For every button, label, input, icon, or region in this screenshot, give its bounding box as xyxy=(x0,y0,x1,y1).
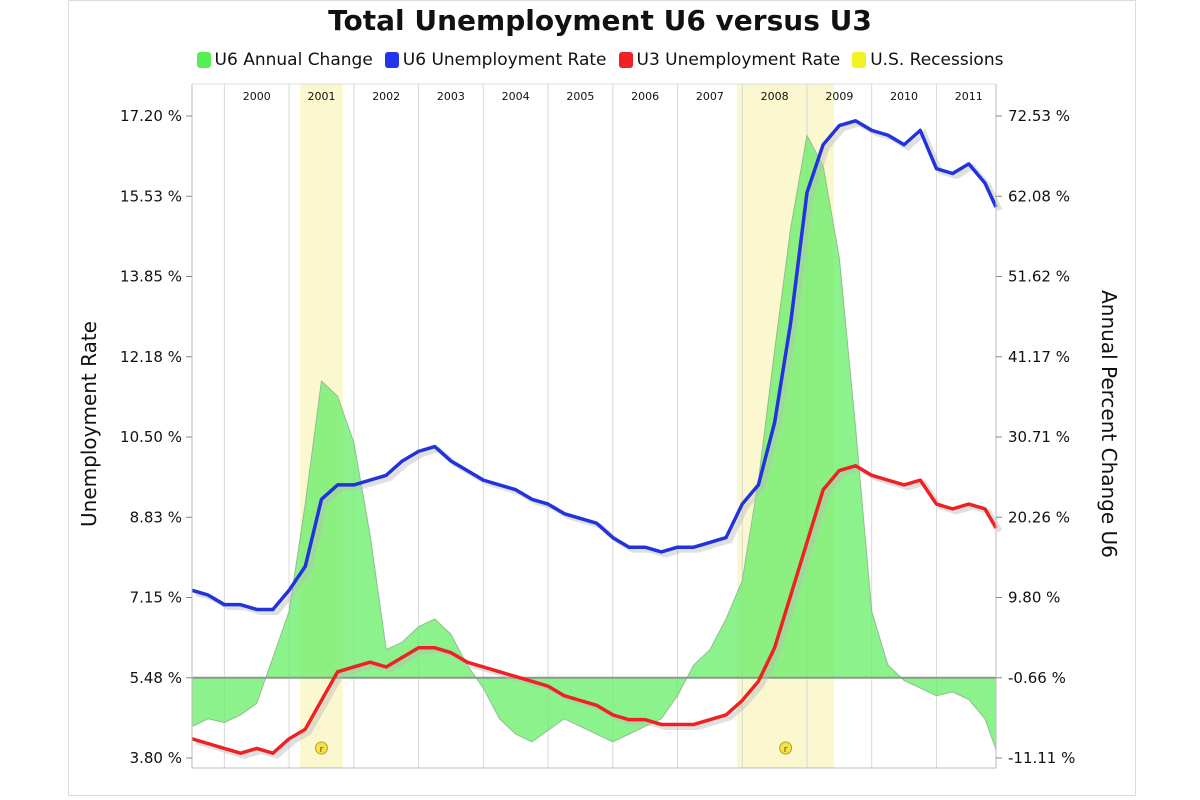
legend-item-u3-rate[interactable]: U3 Unemployment Rate xyxy=(618,50,841,70)
recession-marker-label-1: r xyxy=(320,745,324,755)
legend-swatch-u6-rate xyxy=(384,52,399,68)
left-tick-label-7: 15.53 % xyxy=(120,187,182,205)
chart-title: Total Unemployment U6 versus U3 xyxy=(328,4,872,37)
right-tick-label-0: -11.11 % xyxy=(1008,749,1075,767)
left-tick-label-6: 13.85 % xyxy=(120,268,182,286)
left-tick-label-4: 10.50 % xyxy=(120,428,182,446)
left-tick-label-1: 5.48 % xyxy=(130,669,182,687)
left-tick-label-2: 7.15 % xyxy=(130,589,182,607)
right-tick-label-7: 62.08 % xyxy=(1008,187,1070,205)
legend-swatch-u3-rate xyxy=(618,52,633,68)
right-tick-label-4: 30.71 % xyxy=(1008,428,1070,446)
year-label-2003: 2003 xyxy=(437,90,465,103)
legend-label-u3-rate: U3 Unemployment Rate xyxy=(636,50,841,70)
chart-frame xyxy=(68,0,1136,796)
left-tick-label-3: 8.83 % xyxy=(130,508,182,526)
year-label-2005: 2005 xyxy=(566,90,594,103)
recession-marker-2 xyxy=(779,741,793,755)
series-line-u3-rate xyxy=(191,463,998,755)
right-tick-label-3: 20.26 % xyxy=(1008,508,1070,526)
left-tick-label-5: 12.18 % xyxy=(120,348,182,366)
legend-label-u6-rate: U6 Unemployment Rate xyxy=(402,50,607,70)
year-label-2011: 2011 xyxy=(955,90,983,103)
right-tick-label-1: -0.66 % xyxy=(1008,669,1066,687)
right-tick-label-6: 51.62 % xyxy=(1008,268,1070,286)
series-line-u6-rate xyxy=(191,119,998,612)
year-label-2006: 2006 xyxy=(631,90,659,103)
year-label-2004: 2004 xyxy=(502,90,530,103)
right-tick-label-5: 41.17 % xyxy=(1008,348,1070,366)
y-axis-label-left: Unemployment Rate xyxy=(77,321,101,527)
legend-swatch-u6-change xyxy=(196,52,211,68)
legend-item-u6-change[interactable]: U6 Annual Change xyxy=(196,50,373,70)
legend-item-recessions[interactable]: U.S. Recessions xyxy=(852,50,1003,70)
legend-swatch-recessions xyxy=(852,52,867,68)
chart-legend: U6 Annual Change U6 Unemployment Rate U3… xyxy=(0,50,1200,70)
year-label-2001: 2001 xyxy=(307,90,335,103)
y-axis-label-right: Annual Percent Change U6 xyxy=(1097,290,1121,558)
legend-label-u6-change: U6 Annual Change xyxy=(214,50,373,70)
recession-marker-1 xyxy=(314,741,328,755)
year-label-2007: 2007 xyxy=(696,90,724,103)
legend-item-u6-rate[interactable]: U6 Unemployment Rate xyxy=(384,50,607,70)
right-tick-label-2: 9.80 % xyxy=(1008,589,1060,607)
year-label-2002: 2002 xyxy=(372,90,400,103)
left-tick-label-8: 17.20 % xyxy=(120,107,182,125)
right-tick-label-8: 72.53 % xyxy=(1008,107,1070,125)
legend-label-recessions: U.S. Recessions xyxy=(870,50,1004,70)
year-label-2009: 2009 xyxy=(825,90,853,103)
year-label-2000: 2000 xyxy=(243,90,271,103)
recession-marker-label-2: r xyxy=(784,745,788,755)
year-label-2010: 2010 xyxy=(890,90,918,103)
left-tick-label-0: 3.80 % xyxy=(130,749,182,767)
year-label-2008: 2008 xyxy=(761,90,789,103)
